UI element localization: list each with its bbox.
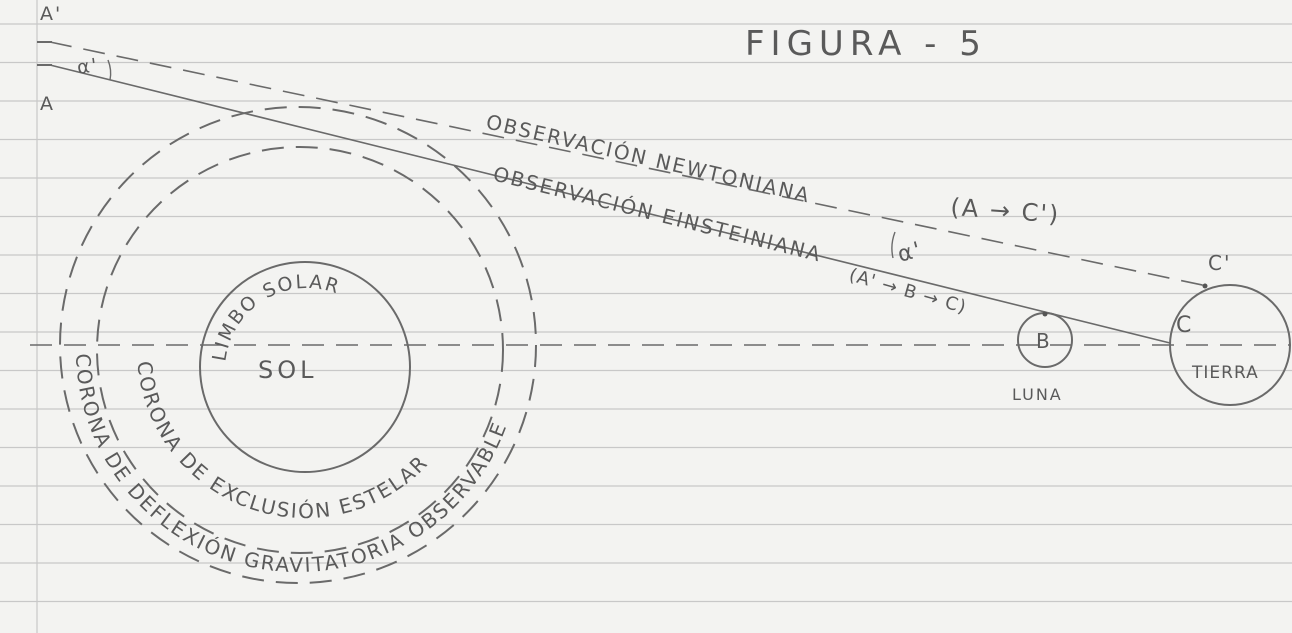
point-label: A' [40,3,62,25]
exclusion-label-path: CORONA DE EXCLUSIÓN ESTELAR [132,360,433,523]
exclusion-corona [97,147,503,553]
exclusion-label: CORONA DE EXCLUSIÓN ESTELAR [132,360,433,523]
ruled-paper [0,24,1292,602]
ray-route: (A' → B → C) [847,265,969,319]
point-b [1043,312,1048,317]
angle-label: α' [895,237,925,268]
ray-route: (A → C') [950,193,1062,229]
point-c-prime [1203,284,1208,289]
angle-label: α' [76,54,101,79]
figure: FIGURA - 5 A' A α' OBSERVACIÓN NEWTONIAN… [0,0,1292,633]
moon-label: LUNA [1012,385,1063,404]
earth-label: TIERRA [1191,363,1259,383]
sun-limb-label: LIMBO SOLAR [208,271,343,363]
sun-limb-label-path: LIMBO SOLAR [208,271,343,363]
point-label: C' [1208,251,1231,275]
point-label: B [1036,329,1052,353]
point-label: C [1176,313,1193,338]
figure-title: FIGURA - 5 [745,24,987,64]
sun-label: SOL [258,356,318,384]
point-label: A [40,93,55,115]
